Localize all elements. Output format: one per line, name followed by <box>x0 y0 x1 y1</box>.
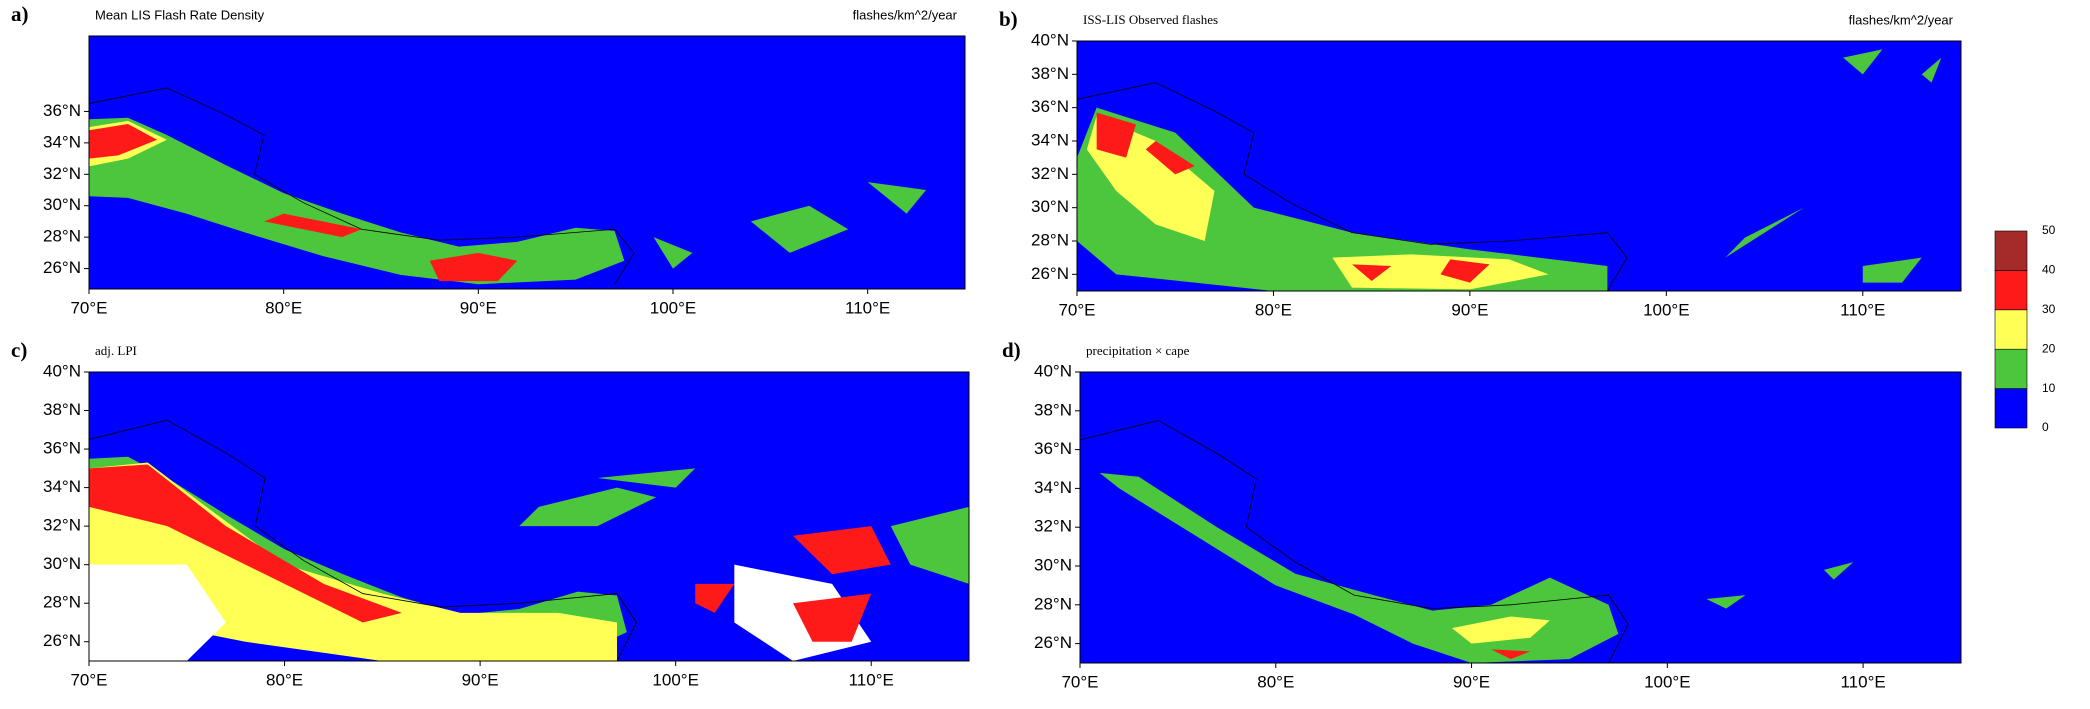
panel-title: adj. LPI <box>95 343 137 358</box>
y-tick-label: 34°N <box>1031 130 1069 149</box>
x-tick-label: 80°E <box>265 298 302 317</box>
map-field <box>1080 372 1961 663</box>
colorbar-label: 10 <box>2042 381 2056 395</box>
y-tick-label: 40°N <box>43 361 81 380</box>
x-tick-label: 110°E <box>1840 300 1885 319</box>
colorbar-segment <box>1995 349 2027 388</box>
y-tick-label: 34°N <box>43 132 81 151</box>
y-tick-label: 28°N <box>43 227 81 246</box>
x-tick-label: 100°E <box>652 670 699 689</box>
colorbar-label: 0 <box>2042 420 2049 434</box>
y-tick-label: 34°N <box>43 477 81 496</box>
colorbar-label: 40 <box>2042 263 2056 277</box>
units-label: flashes/km^2/year <box>853 7 958 22</box>
y-tick-label: 26°N <box>43 258 81 277</box>
y-tick-label: 38°N <box>1031 64 1069 83</box>
figure: 70°E 80°E 90°E 100°E 110°E 26°N 28°N 30°N 32°N 34… <box>0 0 2090 709</box>
x-tick-label: 90°E <box>1451 300 1488 319</box>
x-tick-label: 90°E <box>1453 672 1490 691</box>
y-tick-label: 28°N <box>43 593 81 612</box>
y-tick-label: 30°N <box>43 195 81 214</box>
x-tick-label: 100°E <box>650 298 697 317</box>
x-tick-label: 90°E <box>460 298 497 317</box>
x-tick-label: 80°E <box>1257 672 1294 691</box>
colorbar-label: 30 <box>2042 302 2056 316</box>
page: {"chart_data": [ {"type": "map", "panel"… <box>0 0 2090 709</box>
map-field <box>89 36 965 289</box>
y-tick-label: 36°N <box>1031 97 1069 116</box>
x-tick-label: 100°E <box>1644 672 1691 691</box>
y-tick-label: 36°N <box>43 101 81 120</box>
y-tick-label: 32°N <box>43 516 81 535</box>
y-tick-label: 26°N <box>1034 633 1072 652</box>
colorbar-segment <box>1995 310 2027 349</box>
y-tick-label: 28°N <box>1034 594 1072 613</box>
panel-label: b) <box>999 7 1018 31</box>
x-tick-label: 70°E <box>1061 672 1098 691</box>
panel-title: precipitation × cape <box>1086 343 1190 358</box>
y-tick-label: 26°N <box>43 631 81 650</box>
panel-label: a) <box>11 2 29 26</box>
panel-label: c) <box>11 338 27 362</box>
colorbar-segment <box>1995 231 2027 270</box>
colorbar-segment <box>1995 389 2027 428</box>
colorbar-label: 50 <box>2042 223 2056 237</box>
colorbar-segment <box>1995 270 2027 309</box>
panel-title: ISS-LIS Observed flashes <box>1083 12 1218 27</box>
y-tick-label: 32°N <box>1031 164 1069 183</box>
y-tick-label: 34°N <box>1034 478 1072 497</box>
map-field <box>1077 41 1961 291</box>
y-tick-label: 40°N <box>1034 361 1072 380</box>
y-tick-label: 26°N <box>1031 264 1069 283</box>
y-tick-label: 36°N <box>1034 439 1072 458</box>
x-tick-label: 80°E <box>266 670 303 689</box>
x-tick-label: 110°E <box>849 670 894 689</box>
y-tick-label: 38°N <box>43 400 81 419</box>
x-tick-label: 80°E <box>1255 300 1292 319</box>
x-tick-label: 70°E <box>70 670 107 689</box>
x-tick-label: 90°E <box>462 670 499 689</box>
map-field <box>89 372 969 661</box>
x-tick-label: 110°E <box>845 298 890 317</box>
y-tick-label: 30°N <box>1031 197 1069 216</box>
y-tick-label: 40°N <box>1031 30 1069 49</box>
x-tick-label: 110°E <box>1840 672 1885 691</box>
y-tick-label: 30°N <box>1034 555 1072 574</box>
panel-title: Mean LIS Flash Rate Density <box>95 7 265 22</box>
y-tick-label: 30°N <box>43 554 81 573</box>
x-tick-label: 70°E <box>1058 300 1095 319</box>
y-tick-label: 36°N <box>43 439 81 458</box>
y-tick-label: 28°N <box>1031 230 1069 249</box>
units-label: flashes/km^2/year <box>1849 12 1954 27</box>
y-tick-label: 32°N <box>43 164 81 183</box>
colorbar-label: 20 <box>2042 341 2056 355</box>
y-tick-label: 32°N <box>1034 517 1072 536</box>
x-tick-label: 70°E <box>70 298 107 317</box>
panel-label: d) <box>1002 338 1021 362</box>
y-tick-label: 38°N <box>1034 400 1072 419</box>
x-tick-label: 100°E <box>1643 300 1690 319</box>
